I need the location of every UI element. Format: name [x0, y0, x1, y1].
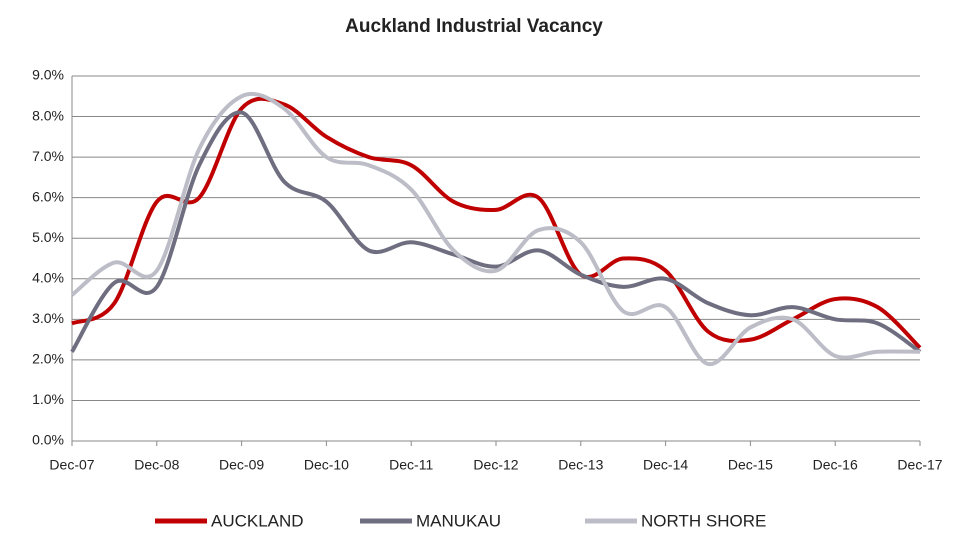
series-line [71, 96, 922, 350]
y-tick-label: 1.0% [32, 391, 64, 407]
y-tick-label: 9.0% [32, 67, 64, 83]
y-tick-label: 8.0% [32, 107, 64, 123]
legend-label: AUCKLAND [211, 511, 304, 530]
x-tick-label: Dec-08 [134, 457, 179, 473]
y-tick-label: 5.0% [32, 229, 64, 245]
y-tick-label: 6.0% [32, 188, 64, 204]
legend-label: NORTH SHORE [641, 511, 766, 530]
series-line [70, 91, 921, 366]
y-tick-label: 4.0% [32, 269, 64, 285]
legend-label: MANUKAU [416, 511, 501, 530]
x-tick-label: Dec-13 [558, 457, 603, 473]
y-tick-label: 2.0% [32, 351, 64, 367]
x-tick-label: Dec-12 [473, 457, 518, 473]
x-tick-label: Dec-14 [643, 457, 688, 473]
y-tick-label: 3.0% [32, 310, 64, 326]
x-tick-label: Dec-11 [389, 457, 433, 473]
x-tick-label: Dec-17 [897, 457, 942, 473]
x-tick-label: Dec-10 [304, 457, 349, 473]
x-tick-label: Dec-09 [219, 457, 264, 473]
y-tick-label: 7.0% [32, 148, 64, 164]
series-line [70, 110, 922, 354]
chart-title: Auckland Industrial Vacancy [345, 16, 603, 37]
x-tick-label: Dec-15 [728, 457, 773, 473]
x-tick-label: Dec-07 [49, 457, 94, 473]
x-tick-label: Dec-16 [813, 457, 858, 473]
y-tick-label: 0.0% [32, 432, 64, 448]
